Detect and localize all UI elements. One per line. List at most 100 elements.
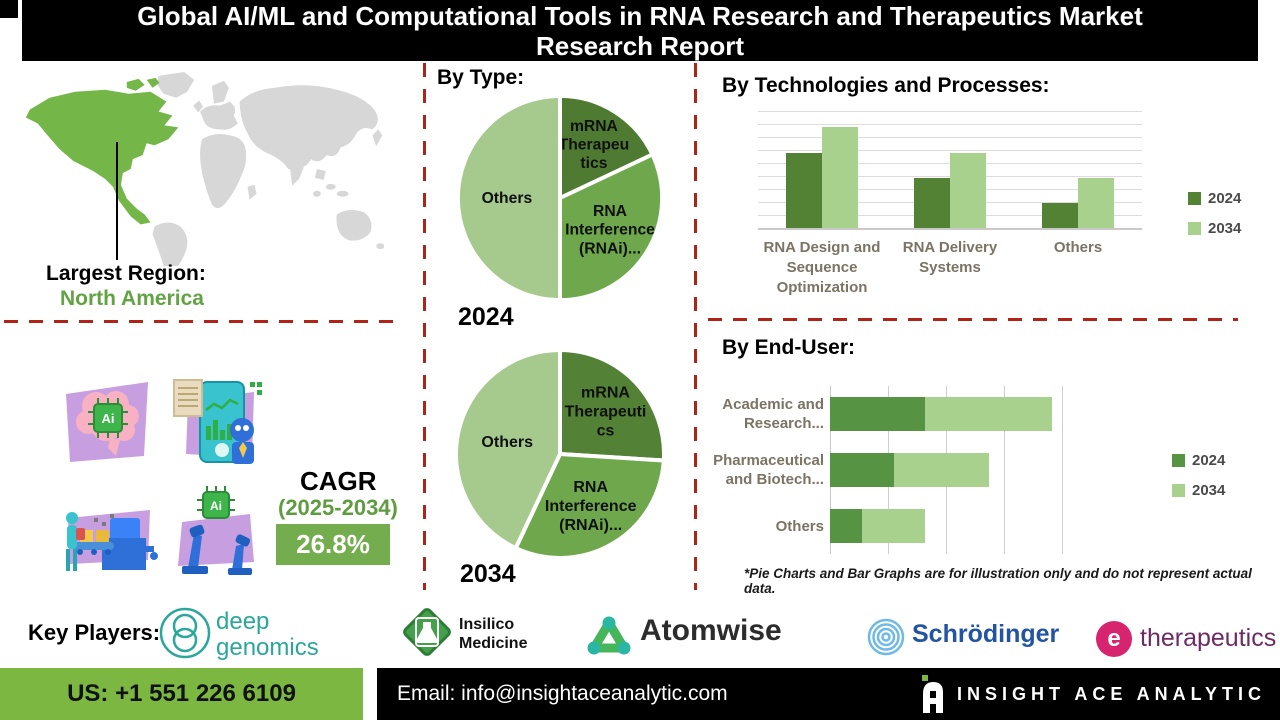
legend-item-2024: 2024	[1188, 190, 1241, 207]
legend-swatch-2024	[1172, 454, 1185, 467]
atomwise-logo-icon	[587, 616, 631, 655]
cagr-label: CAGR	[300, 466, 377, 496]
madagascar-shape	[247, 184, 257, 200]
segment-2034-academic-and-research	[925, 397, 1053, 431]
bar-2024-rna-design-and-sequence-optimization	[786, 153, 822, 228]
end-user-row-pharmaceutical-and-biotech: Pharmaceutical and Biotech...	[700, 452, 1124, 488]
robot-factory-illustration-icon	[66, 510, 158, 571]
australia-shape	[336, 209, 372, 241]
insilico-medicine-logo-text: Insilico Medicine	[459, 615, 527, 653]
pie-slice-rna-interference-rnai	[513, 452, 666, 560]
by-end-user-heading: By End-User:	[722, 336, 856, 359]
pie-slice-label-rna-interference-rnai: RNA Interference (RNAi)...	[565, 203, 655, 257]
ai-brain-illustration-icon: Ai	[66, 382, 148, 462]
corner-decoration	[0, 0, 18, 18]
south-america-shape	[152, 222, 188, 266]
phone-contact-box: US: +1 551 226 6109	[0, 668, 363, 720]
disclaimer-footnote: *Pie Charts and Bar Graphs are for illus…	[744, 566, 1252, 596]
pie-slice-label-others: Others	[481, 434, 533, 451]
category-label-rna-delivery-systems: RNA Delivery Systems	[902, 239, 998, 276]
end-user-track-academic-and-research	[830, 397, 1124, 431]
japan-shape	[372, 129, 383, 147]
segment-2024-others	[830, 509, 862, 543]
insight-ace-logo-icon	[921, 675, 943, 713]
greenland-shape	[157, 71, 195, 98]
key-players-heading: Key Players:	[28, 620, 161, 645]
bar-2034-others	[1078, 177, 1114, 228]
cagr-period: (2025-2034)	[278, 495, 398, 520]
legend-label-2034: 2034	[1192, 482, 1226, 499]
by-type-heading: By Type:	[437, 66, 525, 89]
end-user-legend: 2024 2034	[1172, 452, 1225, 499]
legend-swatch-2034	[1172, 484, 1185, 497]
pie-slice-rna-interference-rnai	[558, 152, 665, 303]
largest-region-heading: Largest Region:	[46, 262, 206, 285]
legend-label-2024: 2024	[1208, 190, 1242, 207]
bar-2034-rna-design-and-sequence-optimization	[822, 127, 858, 228]
technologies-legend: 2024 2034	[1188, 190, 1241, 237]
e-therapeutics-logo-text: therapeutics	[1140, 624, 1277, 652]
report-title-line2: Research Report	[535, 31, 745, 61]
cagr-value-badge: 26.8%	[276, 524, 390, 565]
region-pointer-line	[116, 142, 118, 260]
end-user-row-others: Others	[700, 509, 1124, 543]
uk-shape	[193, 100, 204, 113]
bar-group-rna-design-and-sequence-optimization	[786, 127, 858, 228]
deep-genomics-line2: genomics	[216, 634, 319, 661]
report-title: Global AI/ML and Computational Tools in …	[22, 0, 1258, 61]
end-user-label-academic-and-research: Academic and Research...	[722, 396, 824, 432]
insilico-line2: Medicine	[459, 635, 528, 652]
divider-vertical-2	[694, 63, 697, 590]
divider-right	[708, 318, 1238, 321]
legend-item-2024: 2024	[1172, 452, 1225, 469]
end-user-track-pharmaceutical-and-biotech	[830, 453, 1124, 487]
svg-text:Ai: Ai	[102, 411, 115, 426]
legend-item-2034: 2034	[1172, 482, 1225, 499]
pie-slice-others	[454, 348, 562, 551]
robotic-arms-illustration-icon: Ai	[178, 486, 254, 575]
pie-2024-caption: 2024	[458, 303, 514, 331]
deep-genomics-line1: deep	[216, 608, 270, 635]
scandinavia-shape	[211, 80, 229, 104]
ai-analytics-phone-illustration-icon	[173, 379, 262, 464]
africa-shape	[200, 134, 247, 209]
email-contact-bar: Email: info@insightaceanalytic.com INSIG…	[377, 668, 1280, 720]
technologies-bar-chart	[758, 111, 1142, 230]
divider-left	[4, 320, 401, 323]
legend-label-2034: 2034	[1208, 220, 1242, 237]
bar-2034-rna-delivery-systems	[950, 153, 986, 228]
legend-swatch-2024	[1188, 192, 1201, 205]
email-address: Email: info@insightaceanalytic.com	[397, 682, 728, 705]
segment-2024-pharmaceutical-and-biotech	[830, 453, 894, 487]
schrodinger-logo-text: Schrödinger	[912, 620, 1060, 648]
pie-slice-label-rna-interference-rnai: RNA Interference (RNAi)...	[545, 479, 637, 534]
pie-chart-2034: mRNA Therapeuti cs RNA Interference (RNAi)...…	[450, 344, 670, 564]
insight-ace-brand-text: INSIGHT ACE ANALYTIC	[956, 683, 1266, 704]
ai-illustrations: Ai	[58, 374, 270, 584]
legend-label-2024: 2024	[1192, 452, 1226, 469]
bar-2024-rna-delivery-systems	[914, 177, 950, 228]
north-america-shape	[25, 89, 179, 225]
schrodinger-logo-icon	[867, 618, 905, 656]
legend-item-2034: 2034	[1188, 220, 1241, 237]
report-title-line1: Global AI/ML and Computational Tools in …	[137, 1, 1143, 31]
category-label-others: Others	[1053, 239, 1103, 256]
asia-shape	[239, 85, 378, 170]
end-user-label-pharmaceutical-and-biotech: Pharmaceutical and Biotech...	[713, 452, 824, 488]
segment-2034-others	[861, 509, 926, 543]
end-user-track-others	[830, 509, 1124, 543]
pie-slice-label-others: Others	[482, 190, 533, 207]
category-label-rna-design-and-sequence-optimization: RNA Design and Sequence Optimization	[763, 239, 881, 296]
pie-chart-2024: mRNA Therapeu tics RNA Interference (RNAi)...…	[452, 90, 668, 306]
europe-shape	[200, 101, 238, 130]
bar-group-rna-delivery-systems	[914, 153, 986, 228]
divider-vertical-1	[423, 63, 426, 590]
india-shape	[289, 161, 306, 186]
by-technologies-heading: By Technologies and Processes:	[722, 74, 1050, 97]
insilico-medicine-logo-icon	[403, 608, 451, 656]
e-therapeutics-e: e	[1107, 625, 1121, 652]
pie-slice-others	[456, 93, 562, 303]
e-therapeutics-logo-icon: e	[1096, 621, 1132, 657]
